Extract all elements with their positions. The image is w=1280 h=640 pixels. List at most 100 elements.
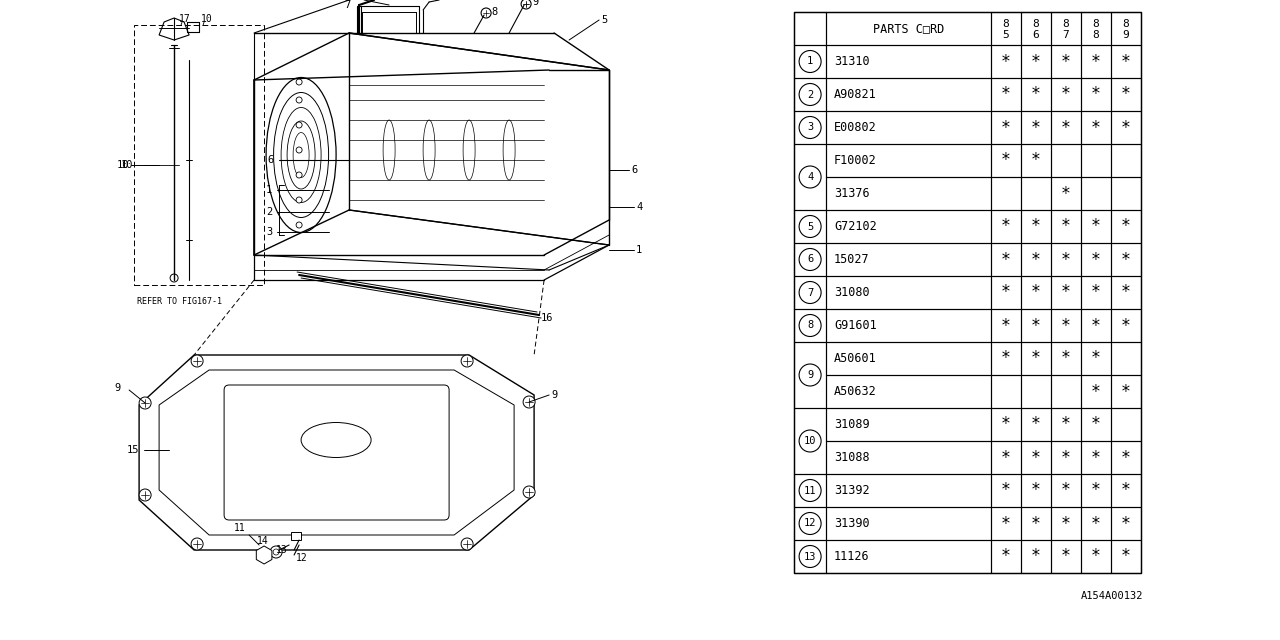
Circle shape	[521, 0, 531, 9]
Text: *: *	[1121, 250, 1132, 269]
Bar	[1051, 342, 1082, 375]
Bar	[1021, 45, 1051, 78]
Text: *: *	[1032, 152, 1041, 170]
Bar	[991, 441, 1021, 474]
Text: 9: 9	[532, 0, 539, 7]
Circle shape	[296, 97, 302, 103]
Bar	[1082, 540, 1111, 573]
Text: 6: 6	[806, 255, 813, 264]
Text: 11126: 11126	[835, 550, 869, 563]
Bar	[1082, 408, 1111, 441]
Text: *: *	[1091, 547, 1101, 566]
Text: 2: 2	[266, 207, 273, 217]
Bar	[1082, 12, 1111, 45]
Bar	[1082, 342, 1111, 375]
Bar	[1082, 474, 1111, 507]
Circle shape	[799, 314, 820, 337]
Bar	[1111, 309, 1140, 342]
Text: *: *	[1001, 547, 1011, 566]
Text: 1: 1	[806, 56, 813, 67]
Bar	[991, 342, 1021, 375]
Bar	[1111, 441, 1140, 474]
Bar	[794, 12, 1140, 573]
Text: 8: 8	[1093, 19, 1100, 29]
Bar	[991, 309, 1021, 342]
Bar	[1051, 309, 1082, 342]
Text: 5: 5	[806, 221, 813, 232]
Circle shape	[799, 166, 820, 188]
Text: *: *	[1032, 349, 1041, 367]
Text: *: *	[1001, 52, 1011, 70]
Text: *: *	[1121, 317, 1132, 335]
Text: 10: 10	[804, 436, 817, 446]
Text: A50632: A50632	[835, 385, 877, 398]
Bar	[826, 474, 991, 507]
Text: *: *	[1032, 317, 1041, 335]
Text: *: *	[1121, 515, 1132, 532]
Text: 4: 4	[806, 172, 813, 182]
Bar	[1021, 309, 1051, 342]
Text: *: *	[1121, 86, 1132, 104]
Circle shape	[296, 197, 302, 203]
Bar	[991, 474, 1021, 507]
Bar	[826, 111, 991, 144]
Text: A154A00132: A154A00132	[1080, 591, 1143, 601]
Text: 31080: 31080	[835, 286, 869, 299]
Bar	[794, 210, 826, 243]
Bar	[1082, 276, 1111, 309]
Text: *: *	[1061, 52, 1071, 70]
Text: *: *	[1121, 218, 1132, 236]
Text: 8: 8	[1033, 19, 1039, 29]
FancyBboxPatch shape	[291, 532, 301, 540]
Bar	[1021, 144, 1051, 177]
Text: 1: 1	[636, 245, 643, 255]
Text: 15027: 15027	[835, 253, 869, 266]
Bar	[826, 276, 991, 309]
Bar	[1111, 12, 1140, 45]
Text: *: *	[1061, 349, 1071, 367]
Text: REFER TO FIG167-1: REFER TO FIG167-1	[137, 298, 223, 307]
Text: *: *	[1091, 449, 1101, 467]
Text: 8: 8	[1002, 19, 1010, 29]
Text: 7: 7	[806, 287, 813, 298]
Text: *: *	[1001, 481, 1011, 499]
Circle shape	[799, 364, 820, 386]
Circle shape	[461, 355, 474, 367]
Text: *: *	[1091, 250, 1101, 269]
Bar	[1111, 210, 1140, 243]
Bar	[1021, 474, 1051, 507]
Circle shape	[461, 538, 474, 550]
Text: *: *	[1091, 481, 1101, 499]
Text: *: *	[1001, 349, 1011, 367]
Text: 14: 14	[257, 536, 269, 546]
Text: 10: 10	[116, 160, 129, 170]
Bar	[826, 375, 991, 408]
Text: *: *	[1091, 349, 1101, 367]
Text: *: *	[1091, 118, 1101, 136]
Bar	[794, 45, 826, 78]
Bar	[1051, 375, 1082, 408]
Bar	[826, 210, 991, 243]
Text: 5: 5	[1002, 30, 1010, 40]
Text: 16: 16	[541, 313, 553, 323]
Polygon shape	[159, 18, 189, 40]
Text: 11: 11	[804, 486, 817, 495]
Bar	[1082, 78, 1111, 111]
Text: *: *	[1091, 284, 1101, 301]
Bar	[1111, 276, 1140, 309]
Bar	[826, 78, 991, 111]
Bar	[134, 25, 264, 285]
Text: *: *	[1061, 547, 1071, 566]
Text: 3: 3	[266, 227, 273, 237]
Text: 3: 3	[806, 122, 813, 132]
Bar	[1111, 507, 1140, 540]
Bar	[991, 540, 1021, 573]
Bar	[826, 408, 991, 441]
Bar	[1082, 45, 1111, 78]
Text: 1: 1	[266, 185, 273, 195]
Text: 8: 8	[806, 321, 813, 330]
Bar	[1051, 474, 1082, 507]
Text: *: *	[1001, 152, 1011, 170]
Text: *: *	[1121, 547, 1132, 566]
Text: 13: 13	[804, 552, 817, 561]
